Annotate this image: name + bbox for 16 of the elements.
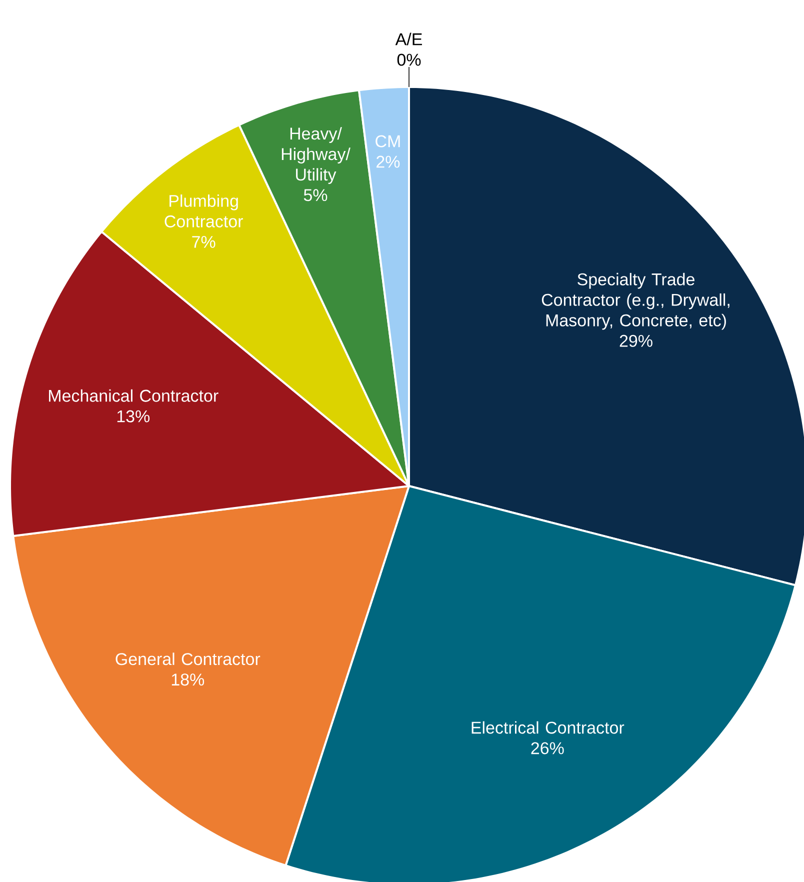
slice-label: Heavy/ Highway/ Utility: [282, 127, 350, 184]
data-label: 26%: [531, 742, 564, 754]
slice-label: General Contractor: [116, 652, 260, 666]
data-label: 13%: [117, 410, 150, 422]
category-label: A/E: [395, 32, 422, 46]
slice-label: CM: [376, 135, 400, 148]
data-label: 7%: [192, 236, 216, 248]
data-label: 18%: [172, 674, 204, 686]
slice-label: Electrical Contractor: [472, 721, 624, 734]
data-label: 5%: [304, 189, 328, 202]
data-label: 29%: [620, 334, 652, 347]
data-label: 2%: [376, 156, 400, 168]
text: 0%: [397, 54, 421, 66]
slice-label: Plumbing Contractor: [164, 194, 243, 228]
slice-label: Mechanical Contractor: [49, 389, 218, 402]
slice-label: Specialty Trade Contractor (e.g., Drywall, Masonry, Concrete, etc): [542, 272, 730, 330]
